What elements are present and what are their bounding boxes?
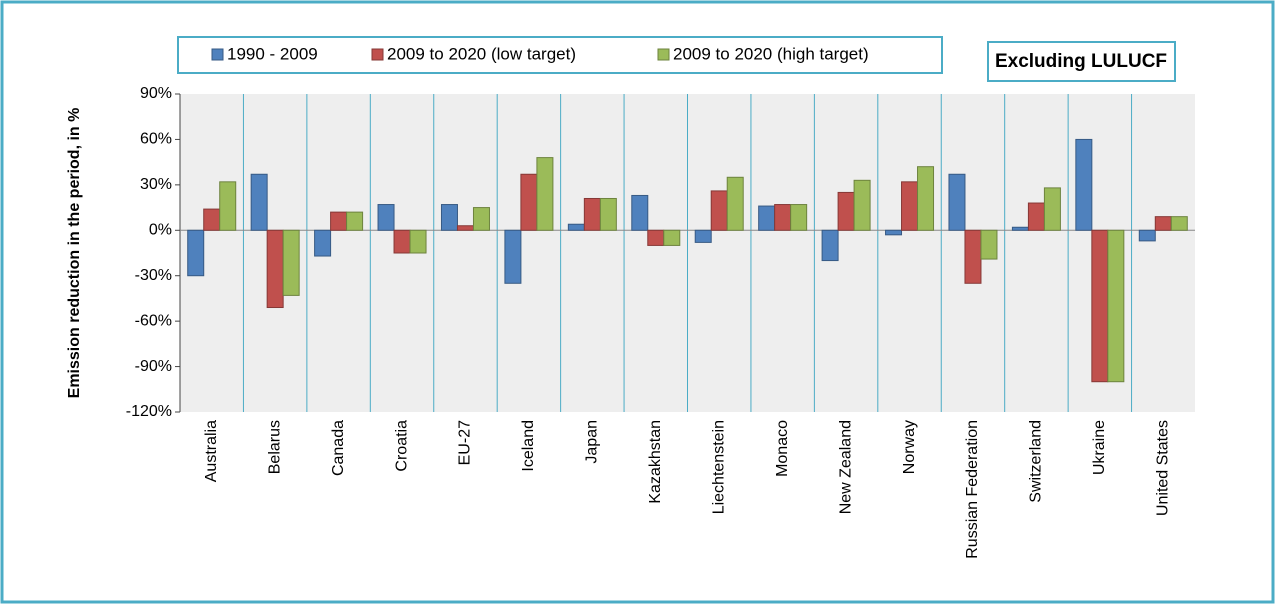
bar — [1138, 229, 1156, 242]
y-tick-label: 30% — [140, 176, 172, 193]
bar — [583, 197, 601, 231]
annotation: Excluding LULUCF — [995, 51, 1167, 72]
y-tick-label: 60% — [140, 131, 172, 148]
bar — [710, 190, 728, 231]
legend-label: 1990 - 2009 — [227, 44, 318, 63]
y-tick-label: 0% — [149, 222, 172, 239]
annotation-box — [987, 41, 1176, 82]
bar — [885, 229, 903, 236]
x-tick-label: Liechtenstein — [710, 420, 727, 514]
x-tick-label: Kazakhstan — [647, 420, 664, 504]
y-tick-label: -30% — [135, 267, 172, 284]
x-tick-label: United States — [1155, 420, 1172, 516]
x-tick-label: New Zealand — [837, 420, 854, 514]
legend — [177, 36, 943, 74]
bar — [1027, 202, 1045, 231]
x-tick-label: Croatia — [393, 420, 410, 472]
bar — [964, 229, 982, 284]
x-tick-label: Belarus — [266, 420, 283, 474]
x-tick-label: Iceland — [520, 420, 537, 472]
bar — [282, 229, 300, 296]
bar — [219, 181, 237, 231]
bar — [790, 204, 808, 231]
bar — [694, 229, 712, 243]
y-tick-label: -120% — [126, 403, 172, 420]
legend-swatch — [371, 48, 384, 61]
bar — [631, 194, 649, 231]
bar — [330, 211, 348, 231]
bar — [377, 204, 395, 231]
bar — [440, 204, 458, 231]
bar — [837, 191, 855, 231]
y-tick-label: -90% — [135, 358, 172, 375]
legend-label: 2009 to 2020 (high target) — [673, 44, 869, 63]
bar — [187, 229, 205, 277]
bar — [393, 229, 411, 254]
legend-swatch — [657, 48, 670, 61]
bar — [1091, 229, 1109, 383]
bar — [821, 229, 839, 262]
bar — [647, 229, 665, 246]
bar — [314, 229, 332, 257]
bar — [1170, 216, 1188, 231]
bar — [250, 173, 268, 231]
bar — [726, 176, 744, 231]
bar — [266, 229, 284, 309]
bar — [472, 207, 490, 231]
bar — [520, 173, 538, 231]
bar — [917, 166, 935, 231]
bar — [663, 229, 681, 246]
x-tick-label: EU-27 — [457, 420, 474, 465]
bar — [567, 223, 585, 231]
bar — [409, 229, 427, 254]
bar — [901, 181, 919, 231]
y-tick-label: -60% — [135, 312, 172, 329]
bar — [599, 197, 617, 231]
x-tick-label: Australia — [203, 420, 220, 482]
bar — [1154, 216, 1172, 231]
x-tick-label: Monaco — [774, 420, 791, 477]
bar — [1043, 187, 1061, 231]
y-tick-label: 90% — [140, 85, 172, 102]
x-tick-label: Japan — [584, 420, 601, 464]
bar — [853, 179, 871, 231]
x-tick-label: Russian Federation — [964, 420, 981, 559]
bar — [504, 229, 522, 284]
bar — [980, 229, 998, 260]
bar — [456, 225, 474, 231]
legend-swatch — [211, 48, 224, 61]
x-tick-label: Norway — [901, 420, 918, 474]
y-axis-title: Emission reduction in the period, in % — [66, 108, 83, 399]
bar — [1011, 226, 1029, 231]
legend-label: 2009 to 2020 (low target) — [387, 44, 576, 63]
x-tick-label: Canada — [330, 420, 347, 476]
bar — [346, 211, 364, 231]
bar — [1075, 138, 1093, 231]
bar — [758, 205, 776, 231]
x-tick-label: Switzerland — [1028, 420, 1045, 503]
bar — [774, 204, 792, 231]
x-tick-label: Ukraine — [1091, 420, 1108, 475]
bar — [536, 157, 554, 231]
bar — [203, 208, 221, 231]
bar — [1107, 229, 1125, 383]
bar — [948, 173, 966, 231]
